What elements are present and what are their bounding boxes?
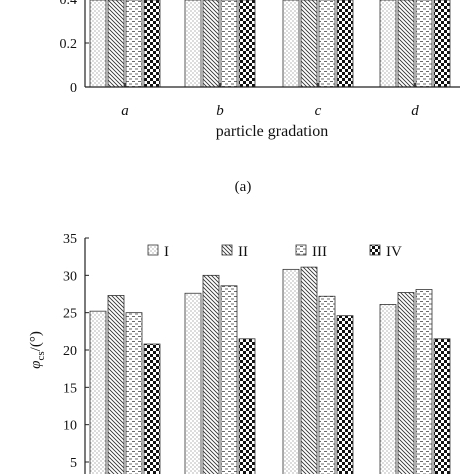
- bar-b-a-III: [125, 312, 143, 474]
- legend-swatch-I: [147, 244, 159, 256]
- bar-b-c-II: [300, 266, 318, 474]
- y-axis-label-b: φcs/(°): [28, 331, 47, 369]
- bar-b-a-I: [89, 310, 107, 474]
- bar-b-a-II: [107, 295, 125, 474]
- ytick-label-a-2: 0.4: [60, 0, 78, 8]
- bar-a-c-I: [282, 0, 300, 88]
- ytick-label-b-15: 15: [63, 381, 77, 396]
- legend-swatch-IV: [369, 244, 381, 256]
- ytick-label-b-5: 5: [70, 456, 77, 471]
- ytick-label-b-25: 25: [63, 307, 77, 322]
- bar-a-d-III: [415, 0, 433, 88]
- bar-a-c-II: [300, 0, 318, 88]
- bar-a-d-II: [397, 0, 415, 88]
- ytick-label-b-35: 35: [63, 232, 77, 247]
- legend-label-III: III: [312, 244, 327, 260]
- legend-label-II: II: [238, 244, 248, 260]
- bar-a-d-I: [379, 0, 397, 88]
- legend-label-I: I: [164, 244, 169, 260]
- ytick-label-a-1: 0.2: [60, 37, 78, 52]
- bar-b-d-I: [379, 304, 397, 474]
- bar-a-b-IV: [238, 0, 256, 88]
- bar-a-c-IV: [336, 0, 354, 88]
- bar-b-d-III: [415, 289, 433, 474]
- category-label-a-b: b: [216, 103, 224, 119]
- bar-b-c-IV: [336, 315, 354, 474]
- bar-a-a-II: [107, 0, 125, 88]
- chart-a: 0 0.2 0.4 a b c d particle gradation (a): [60, 0, 460, 195]
- category-label-a-d: d: [411, 103, 419, 119]
- category-label-a-c: c: [315, 103, 322, 119]
- ytick-label-a-0: 0: [70, 81, 77, 96]
- bar-b-c-III: [318, 295, 336, 474]
- y-axis-label-symbol: φ: [28, 361, 44, 369]
- bar-b-b-I: [184, 292, 202, 474]
- bar-b-c-I: [282, 268, 300, 474]
- legend-swatch-III: [295, 244, 307, 256]
- bar-a-d-IV: [433, 0, 451, 88]
- bar-b-d-II: [397, 292, 415, 474]
- bar-a-b-I: [184, 0, 202, 88]
- legend-label-IV: IV: [386, 244, 402, 260]
- bar-a-b-III: [220, 0, 238, 88]
- x-axis-label-a: particle gradation: [216, 123, 328, 140]
- panel-label-a: (a): [235, 179, 252, 195]
- bar-a-a-III: [125, 0, 143, 88]
- bar-b-d-IV: [433, 338, 451, 474]
- bar-b-b-III: [220, 285, 238, 474]
- bar-a-a-IV: [143, 0, 161, 88]
- y-axis-label-sub: cs: [35, 351, 47, 360]
- bar-a-c-III: [318, 0, 336, 88]
- ytick-label-b-30: 30: [63, 269, 77, 284]
- bar-a-a-I: [89, 0, 107, 88]
- ytick-label-b-10: 10: [63, 419, 77, 434]
- bar-b-b-IV: [238, 338, 256, 474]
- bar-b-a-IV: [143, 343, 161, 474]
- category-label-a-a: a: [121, 103, 129, 119]
- bar-a-b-II: [202, 0, 220, 88]
- ytick-label-b-20: 20: [63, 344, 77, 359]
- y-axis-label-unit: /(°): [28, 331, 44, 351]
- bar-b-b-II: [202, 274, 220, 474]
- legend-swatch-II: [221, 244, 233, 256]
